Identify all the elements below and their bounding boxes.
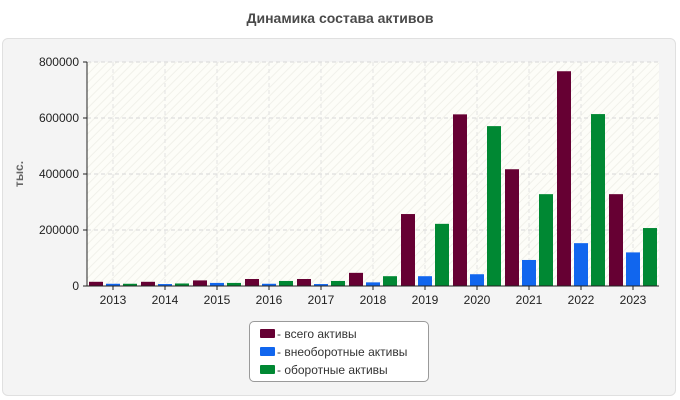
x-tick-label: 2016 [256, 293, 283, 307]
x-tick-label: 2019 [412, 293, 439, 307]
bar-current-assets-2016 [279, 280, 293, 286]
legend-item-noncurrent-assets: - внеоборотные активы [250, 343, 428, 361]
bar-total-assets-2014 [141, 281, 155, 286]
bar-total-assets-2022 [557, 71, 571, 287]
y-tick-label: 600000 [39, 111, 79, 125]
bar-total-assets-2016 [245, 279, 259, 286]
bar-noncurrent-assets-2018 [366, 282, 380, 286]
y-tick-label: 400000 [39, 167, 79, 181]
x-tick-label: 2020 [464, 293, 491, 307]
bar-noncurrent-assets-2017 [314, 284, 328, 286]
y-tick-label: 800000 [39, 55, 79, 69]
y-axis-label: тыс. [12, 161, 26, 187]
bar-current-assets-2022 [591, 114, 605, 286]
bar-current-assets-2020 [487, 126, 501, 287]
bar-current-assets-2017 [331, 280, 345, 286]
bar-noncurrent-assets-2016 [262, 283, 276, 286]
chart-legend: - всего активы - внеоборотные активы - о… [249, 321, 429, 382]
legend-label-current-assets: - оборотные активы [277, 363, 388, 377]
x-tick-label: 2015 [204, 293, 231, 307]
legend-swatch-current-assets [260, 365, 275, 374]
bar-current-assets-2019 [435, 223, 449, 286]
bar-noncurrent-assets-2014 [158, 284, 172, 286]
legend-item-current-assets: - оборотные активы [250, 361, 428, 379]
legend-swatch-total-assets [260, 329, 275, 338]
legend-item-total-assets: - всего активы [250, 325, 428, 343]
bar-noncurrent-assets-2013 [106, 283, 120, 286]
bar-total-assets-2017 [297, 279, 311, 286]
y-tick-label: 0 [72, 279, 79, 293]
x-tick-label: 2022 [568, 293, 595, 307]
bar-noncurrent-assets-2015 [210, 282, 224, 286]
bar-noncurrent-assets-2021 [522, 259, 536, 286]
x-tick-label: 2018 [360, 293, 387, 307]
x-tick-label: 2023 [620, 293, 647, 307]
x-tick-label: 2013 [100, 293, 127, 307]
bar-current-assets-2023 [643, 228, 657, 286]
x-tick-label: 2014 [152, 293, 179, 307]
bar-total-assets-2013 [89, 281, 103, 286]
legend-label-total-assets: - всего активы [277, 327, 357, 341]
bar-current-assets-2014 [175, 283, 189, 286]
bar-total-assets-2020 [453, 114, 467, 286]
bar-total-assets-2021 [505, 169, 519, 286]
bar-noncurrent-assets-2023 [626, 252, 640, 286]
legend-swatch-noncurrent-assets [260, 347, 275, 356]
chart-title: Динамика состава активов [246, 10, 434, 26]
bar-current-assets-2013 [123, 283, 137, 286]
x-tick-label: 2017 [308, 293, 335, 307]
bar-noncurrent-assets-2019 [418, 276, 432, 286]
legend-label-noncurrent-assets: - внеоборотные активы [277, 345, 408, 359]
bar-noncurrent-assets-2022 [574, 243, 588, 286]
bar-current-assets-2021 [539, 194, 553, 286]
bar-current-assets-2018 [383, 276, 397, 286]
x-tick-label: 2021 [516, 293, 543, 307]
bar-total-assets-2019 [401, 214, 415, 286]
y-tick-label: 200000 [39, 223, 79, 237]
bar-current-assets-2015 [227, 282, 241, 286]
bar-total-assets-2015 [193, 280, 207, 286]
bar-total-assets-2018 [349, 272, 363, 286]
bar-noncurrent-assets-2020 [470, 274, 484, 286]
bar-total-assets-2023 [609, 194, 623, 286]
